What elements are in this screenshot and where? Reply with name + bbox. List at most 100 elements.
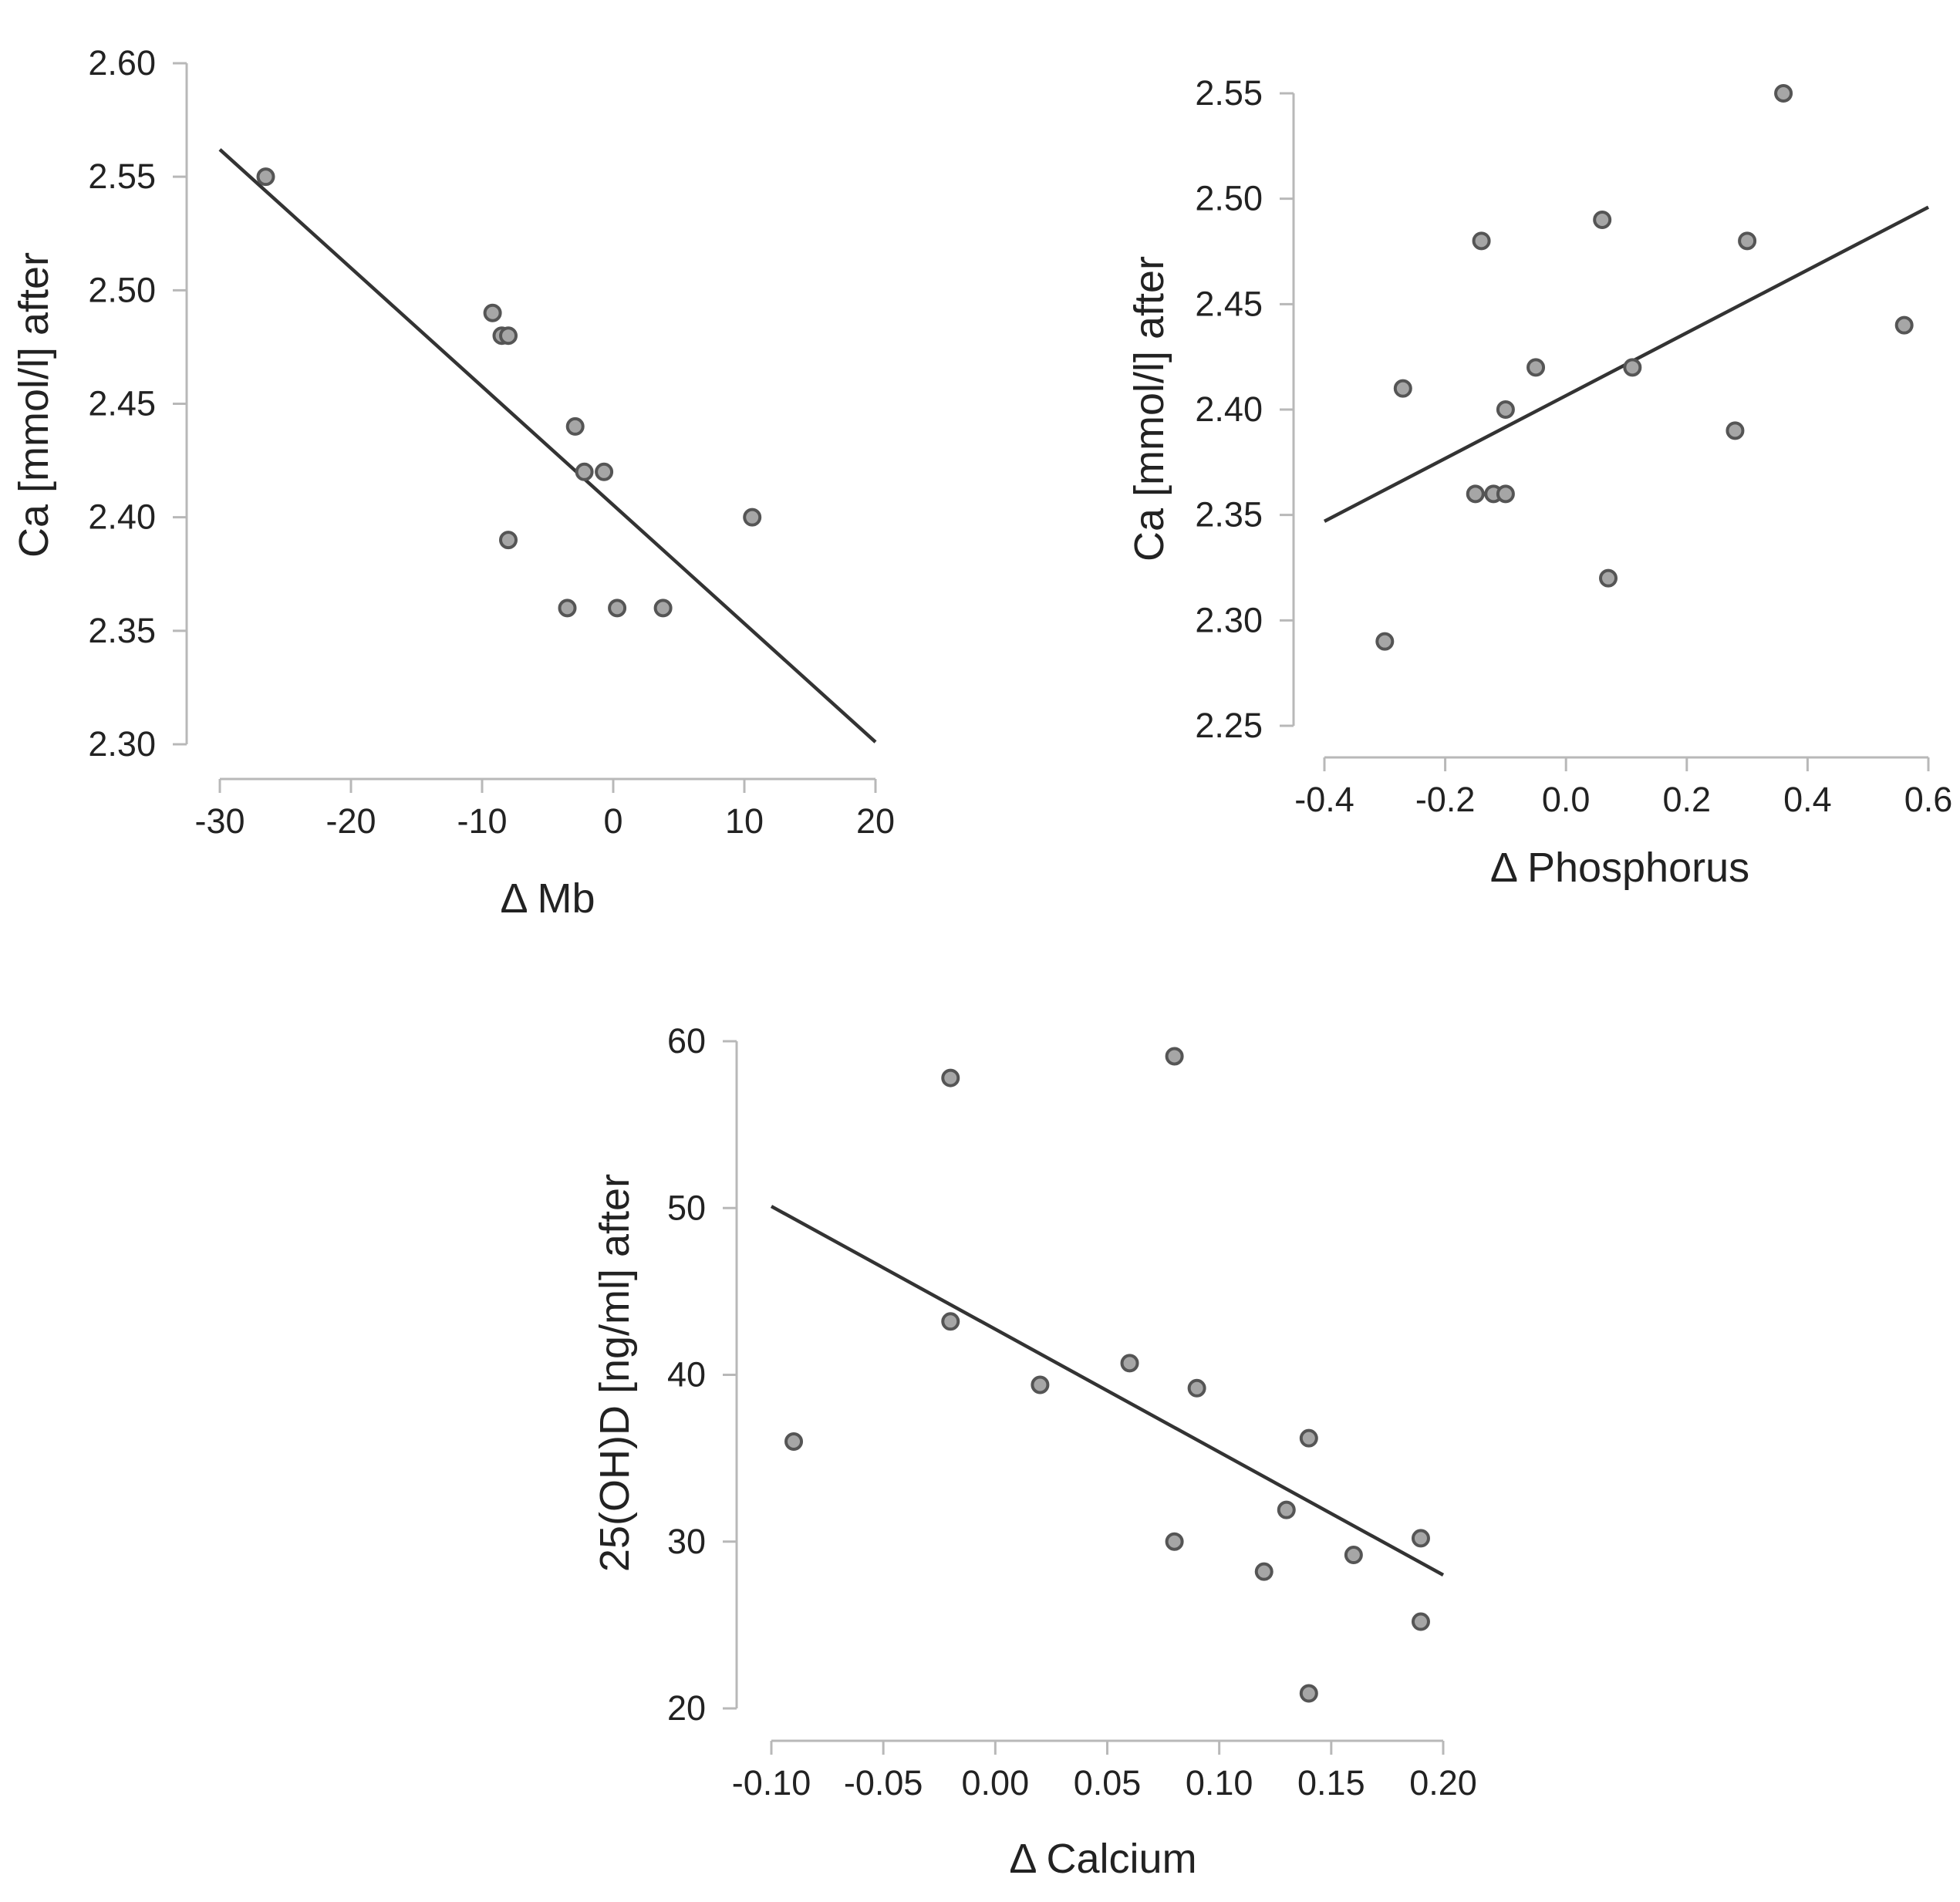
data-point: [1277, 1500, 1296, 1519]
x-tick-label: 0.00: [962, 1763, 1030, 1803]
data-point: [1299, 1684, 1318, 1703]
x-axis-title: Δ Calcium: [1009, 1836, 1196, 1882]
data-point: [1726, 421, 1745, 440]
x-axis: -0.4 -0.2 0.0 0.2 0.4 0.6: [1294, 756, 1953, 819]
data-point: [1738, 231, 1757, 251]
y-tick-label: 2.45: [88, 384, 156, 423]
data-point: [499, 326, 518, 346]
regression-line: [770, 1205, 1445, 1577]
y-tick-label: 2.40: [1195, 390, 1263, 429]
data-points: [1375, 84, 1914, 651]
y-axis-title: 25(OH)D [ng/ml] after: [592, 1174, 638, 1572]
x-tick-label: 0.05: [1074, 1763, 1142, 1803]
x-tick-label: -0.2: [1415, 780, 1476, 819]
y-tick-label: 2.55: [1195, 73, 1263, 113]
x-axis: -30 -20 -10 0 10 20: [194, 777, 895, 841]
x-tick-label: 0.0: [1542, 780, 1591, 819]
y-tick-label: 30: [667, 1522, 706, 1561]
y-tick-label: 2.25: [1195, 706, 1263, 745]
x-tick-label: -30: [194, 801, 245, 841]
data-point: [558, 599, 577, 618]
y-axis-title: Ca [mmol/l] after: [1126, 256, 1172, 561]
y-tick-label: 2.40: [88, 497, 156, 537]
data-point: [784, 1432, 804, 1451]
data-point: [1031, 1375, 1050, 1394]
y-tick-label: 20: [667, 1688, 706, 1728]
y-tick-label: 50: [667, 1188, 706, 1227]
data-points: [784, 1047, 1430, 1703]
data-point: [941, 1312, 960, 1331]
x-tick-label: 0.6: [1904, 780, 1953, 819]
x-tick-label: 0.4: [1783, 780, 1832, 819]
data-point: [941, 1068, 960, 1088]
data-point: [575, 462, 594, 481]
data-point: [565, 416, 585, 436]
x-axis: -0.10 -0.05 0.00 0.05 0.10 0.15 0.20: [732, 1739, 1477, 1803]
x-tick-label: 10: [725, 801, 764, 841]
data-point: [1623, 358, 1642, 377]
data-point: [1120, 1354, 1139, 1373]
x-tick-label: 0.10: [1186, 1763, 1253, 1803]
regression-line: [218, 148, 877, 744]
data-point: [1165, 1047, 1184, 1066]
data-point: [1774, 84, 1793, 103]
data-point: [1527, 358, 1546, 377]
y-tick-label: 40: [667, 1355, 706, 1394]
data-point: [1599, 568, 1618, 588]
x-tick-label: -0.4: [1294, 780, 1354, 819]
x-tick-label: -20: [326, 801, 376, 841]
data-point: [653, 599, 673, 618]
y-tick-label: 2.55: [88, 157, 156, 196]
y-tick-label: 2.30: [1195, 600, 1263, 639]
y-tick-label: 2.45: [1195, 284, 1263, 323]
y-axis-title: Ca [mmol/l] after: [11, 252, 57, 558]
y-tick-label: 2.35: [88, 611, 156, 650]
data-point: [1466, 484, 1485, 504]
data-point: [499, 531, 518, 550]
x-tick-label: -0.10: [732, 1763, 811, 1803]
y-tick-label: 2.50: [88, 270, 156, 309]
data-point: [1496, 484, 1515, 504]
data-point: [1411, 1612, 1430, 1631]
y-tick-label: 2.60: [88, 43, 156, 83]
data-point: [1393, 379, 1412, 398]
data-point: [1299, 1428, 1318, 1448]
data-point: [1593, 211, 1612, 229]
fit-line: [218, 148, 877, 744]
x-tick-label: -10: [457, 801, 507, 841]
y-tick-label: 60: [667, 1021, 706, 1061]
y-tick-label: 2.50: [1195, 179, 1263, 218]
data-point: [483, 303, 502, 322]
data-point: [743, 508, 762, 527]
y-axis: 2.25 2.30 2.35 2.40 2.45 2.50 2.55: [1195, 73, 1295, 745]
data-point: [1894, 315, 1914, 335]
x-tick-label: 0.2: [1663, 780, 1712, 819]
data-point: [595, 462, 614, 481]
x-axis-title: Δ Phosphorus: [1490, 845, 1749, 891]
data-point: [1472, 231, 1491, 251]
y-tick-label: 2.30: [88, 724, 156, 764]
data-points: [256, 167, 762, 618]
data-point: [256, 167, 275, 187]
data-point: [1165, 1532, 1184, 1551]
y-axis: 2.30 2.35 2.40 2.45 2.50 2.55 2.60: [88, 43, 188, 764]
x-tick-label: 0.20: [1409, 1763, 1477, 1803]
data-point: [1187, 1378, 1206, 1398]
data-point: [1411, 1529, 1430, 1548]
x-tick-label: -0.05: [844, 1763, 923, 1803]
x-tick-label: 20: [856, 801, 895, 841]
x-tick-label: 0: [603, 801, 622, 841]
y-tick-label: 2.35: [1195, 495, 1263, 535]
data-point: [1254, 1562, 1273, 1581]
data-point: [608, 599, 627, 618]
data-point: [1496, 400, 1515, 419]
chart-panel-calcium: -0.10 -0.05 0.00 0.05 0.10 0.15 0.20 20 30 40 50 6…: [592, 1021, 1477, 1882]
data-point: [1344, 1546, 1363, 1565]
data-point: [1375, 632, 1395, 651]
fit-line: [770, 1205, 1445, 1577]
y-axis: 20 30 40 50 60: [667, 1021, 738, 1728]
x-axis-title: Δ Mb: [500, 875, 595, 922]
chart-panel-phosphorus: -0.4 -0.2 0.0 0.2 0.4 0.6 2.25 2.30 2.35 2.40 2.4…: [1126, 73, 1952, 891]
chart-panel-mb: -30 -20 -10 0 10 20 2.302.352.402.452.502.552…: [11, 43, 895, 922]
